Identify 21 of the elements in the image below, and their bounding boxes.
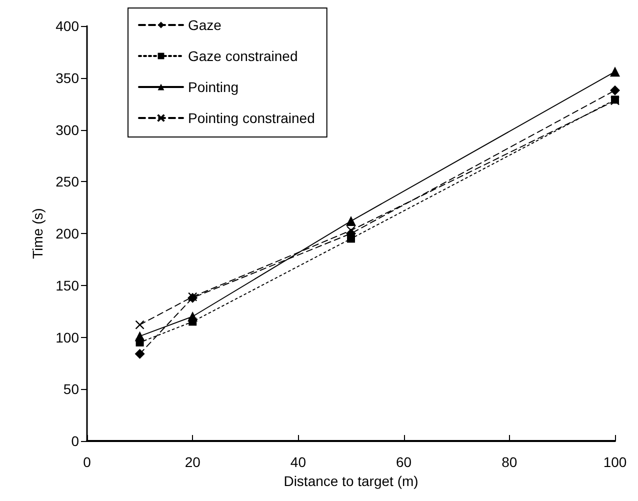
- x-tick-label: 60: [396, 454, 412, 470]
- y-tick-label: 350: [56, 70, 80, 86]
- y-tick-label: 200: [56, 226, 80, 242]
- y-axis-title: Time (s): [30, 208, 46, 259]
- legend-label: Pointing: [188, 79, 239, 95]
- y-tick-label: 150: [56, 277, 80, 294]
- y-tick-label: 400: [56, 18, 80, 34]
- x-axis-title: Distance to target (m): [284, 472, 418, 489]
- y-tick-label: 0: [71, 433, 80, 449]
- legend-label: Gaze: [188, 17, 222, 33]
- x-tick-label: 100: [603, 454, 627, 470]
- x-tick-label: 20: [184, 454, 201, 470]
- y-tick-label: 250: [56, 174, 80, 190]
- legend-label: Pointing constrained: [188, 110, 315, 126]
- legend-label: Gaze constrained: [188, 48, 298, 64]
- y-tick-label: 300: [56, 122, 80, 138]
- y-tick-label: 100: [56, 329, 80, 346]
- x-tick-label: 40: [290, 454, 306, 470]
- x-tick-label: 80: [502, 454, 518, 470]
- y-tick-label: 50: [63, 381, 80, 398]
- x-tick-label: 0: [83, 454, 92, 470]
